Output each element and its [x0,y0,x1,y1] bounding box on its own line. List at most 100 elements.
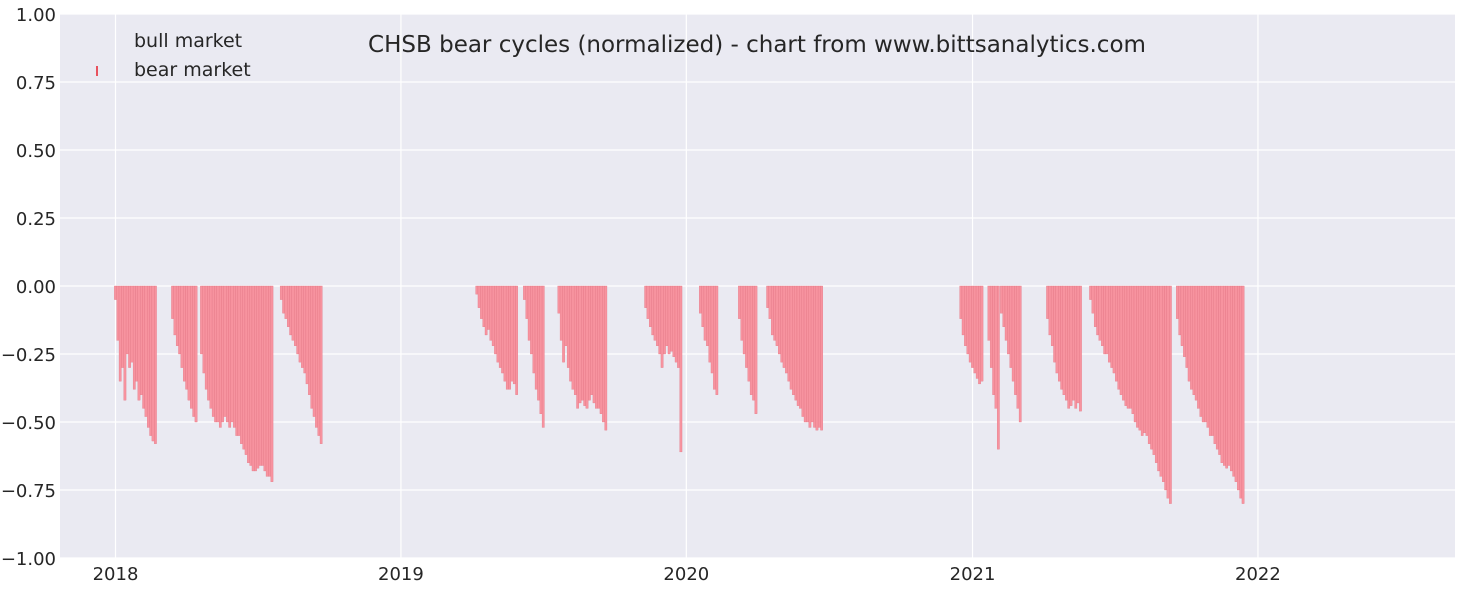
bear-bar [263,285,267,472]
bear-bar [1129,285,1132,409]
bear-bar [699,285,702,314]
bear-bar [525,285,529,319]
bear-bar [1204,285,1207,423]
bear-bar [282,285,285,314]
bear-bar [541,285,545,428]
bear-bar [775,285,779,346]
bear-bar [595,285,598,409]
bear-bar [125,285,129,355]
x-axis-ticks: 2018 2019 2020 2021 2022 [93,564,1281,585]
bear-bar [656,285,659,346]
bear-bar [1018,285,1022,423]
bear-bar [305,285,309,385]
bear-bar [1176,285,1179,319]
bear-bar [192,285,196,417]
bear-bar [1002,285,1006,327]
bear-bar [251,285,255,472]
bear-bar [980,285,984,382]
bear-bar [1103,285,1107,355]
bear-bar [766,285,769,308]
bear-bar [151,285,155,442]
y-tick-label: −0.25 [1,345,56,366]
bear-bar [660,285,664,368]
bear-bar [994,285,998,409]
bear-bar [242,285,246,450]
bear-bar [265,285,269,477]
bear-bar [997,285,1000,450]
bear-bar [1162,285,1165,482]
bear-bar [1206,285,1210,428]
bear-bar [1110,285,1114,368]
legend-label-bear-market: bear market [134,59,251,81]
bear-bar [1227,285,1231,466]
bear-bar [284,285,288,319]
bear-bar [135,285,138,382]
bear-bar [1138,285,1142,431]
bear-bar [1091,285,1095,314]
bear-bar [1048,285,1052,336]
legend-marker-bear-market [96,66,98,76]
bear-bar [487,285,490,330]
bear-bar [1016,285,1020,409]
bear-bar [665,285,669,346]
bear-bar [989,285,993,368]
bear-bar [515,285,518,395]
bear-bar [173,285,177,336]
bear-bar [1239,285,1243,499]
bear-bar [1187,285,1191,382]
bear-bar [1211,285,1214,436]
bear-bar [658,285,662,355]
bear-bar [118,285,122,382]
bear-bar [1115,285,1118,382]
y-tick-label: −0.75 [1,481,56,502]
bear-bar [1072,285,1075,401]
bear-bar [571,285,575,390]
bear-bar [703,285,707,341]
bear-bar [1089,285,1092,300]
bear-bar [226,285,229,423]
bear-bar [235,285,239,436]
bear-bar [973,285,977,374]
x-tick-label: 2020 [663,564,709,585]
bear-bar [1055,285,1059,374]
bear-bar [1147,285,1151,444]
bear-bar [566,285,570,368]
bear-bar [505,285,509,390]
bear-bar [1131,285,1135,414]
bear-bar [1154,285,1158,463]
bear-bar [1178,285,1182,336]
bear-bar [653,285,657,341]
bear-bar [1213,285,1217,444]
bear-bar [1241,285,1245,504]
bear-bar [651,285,655,336]
bear-bar [715,285,719,395]
bear-bar [484,285,488,336]
bear-bar [708,285,712,363]
bear-bar [1159,285,1163,477]
bear-bar [667,285,671,355]
bear-bar [564,285,568,346]
bear-bar [964,285,967,346]
bear-bar [154,285,157,444]
bear-bar [237,285,241,436]
bear-bar [1152,285,1156,455]
bear-bar [175,285,179,346]
bear-bar [233,285,236,428]
bear-bar [1011,285,1015,382]
bear-bar [180,285,184,368]
bear-bar [978,285,981,385]
y-tick-label: 1.00 [16,5,56,26]
bear-bar [523,285,526,300]
bear-bar [270,285,274,482]
bear-bar [588,285,591,401]
bear-bar [194,285,198,423]
bear-bar [498,285,502,368]
bear-bar [1108,285,1111,363]
y-tick-label: 0.75 [16,73,56,94]
bear-bar [787,285,791,382]
bear-bar [214,285,217,423]
bear-bar [1117,285,1121,390]
y-axis-ticks: 1.00 0.75 0.50 0.25 0.00 −0.25 −0.50 −0.75 −1.00 [1,5,56,570]
bear-bar [319,285,323,444]
bear-bar [261,285,264,466]
